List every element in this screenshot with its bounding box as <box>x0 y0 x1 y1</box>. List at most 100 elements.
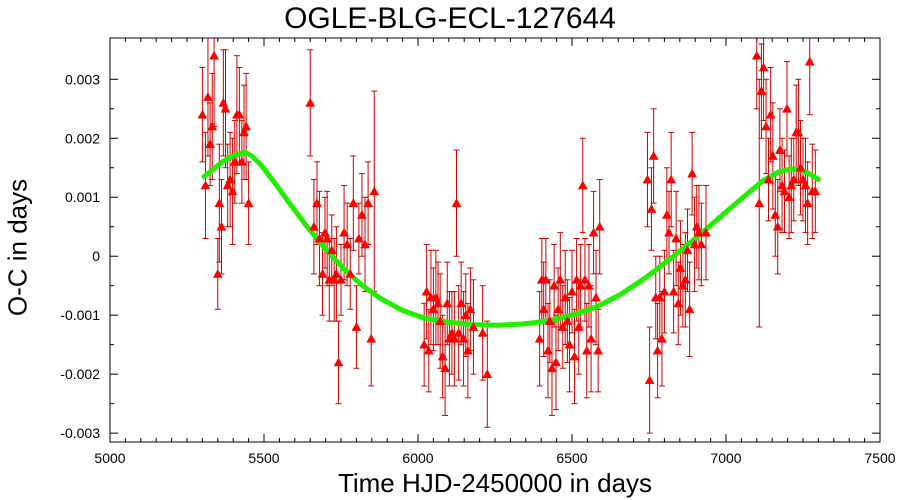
data-point <box>588 227 599 237</box>
data-point <box>644 375 655 384</box>
data-point <box>693 227 704 237</box>
data-point <box>451 198 462 207</box>
data-point <box>684 304 695 314</box>
x-tick-label: 7500 <box>864 450 895 466</box>
data-point <box>666 174 677 184</box>
data-point <box>543 345 553 355</box>
data-point <box>584 280 594 290</box>
data-point <box>772 221 783 231</box>
data-point <box>308 221 319 231</box>
data-point <box>421 286 432 296</box>
x-tick-label: 5500 <box>248 450 279 466</box>
data-point <box>751 50 762 60</box>
data-point <box>802 198 813 207</box>
data-point <box>205 139 216 149</box>
data-point <box>567 286 577 296</box>
data-point <box>765 109 776 119</box>
data-point <box>696 239 707 249</box>
data-point <box>779 186 790 196</box>
data-point <box>547 363 557 373</box>
data-point <box>331 268 342 278</box>
data-point <box>212 268 223 278</box>
data-point <box>560 292 571 302</box>
data-point <box>241 121 252 131</box>
data-point <box>591 292 601 302</box>
data-point <box>668 286 679 296</box>
data-point <box>571 274 582 284</box>
data-point <box>216 221 227 231</box>
data-point <box>648 150 659 160</box>
data-point <box>305 97 316 107</box>
data-point <box>229 156 240 166</box>
data-point <box>774 145 785 154</box>
data-point <box>353 233 364 243</box>
data-point <box>810 186 821 196</box>
data-point <box>573 321 584 331</box>
data-point <box>234 109 245 119</box>
data-point <box>557 321 568 331</box>
data-point <box>236 156 247 166</box>
data-point <box>664 227 674 237</box>
data-point <box>654 292 665 302</box>
data-point <box>675 262 686 272</box>
data-point <box>342 239 353 249</box>
data-point <box>369 186 380 196</box>
data-point <box>336 274 346 284</box>
data-point <box>767 150 778 160</box>
data-point <box>453 327 464 337</box>
data-point <box>227 186 238 196</box>
data-point <box>642 174 653 184</box>
data-point <box>586 333 597 343</box>
data-point <box>680 274 691 284</box>
data-point <box>363 198 374 207</box>
data-layer <box>197 38 821 434</box>
data-point <box>782 103 792 113</box>
data-point <box>203 91 213 101</box>
data-point <box>581 345 592 355</box>
data-point <box>580 274 590 284</box>
data-point <box>562 316 573 325</box>
data-point <box>689 239 700 249</box>
data-point <box>646 204 657 213</box>
data-point <box>360 239 370 249</box>
x-tick-label: 7000 <box>710 450 741 466</box>
data-point <box>549 280 560 290</box>
data-point <box>214 198 225 207</box>
data-point <box>437 351 448 361</box>
data-point <box>442 298 453 308</box>
data-point <box>339 227 350 237</box>
data-point <box>419 339 430 349</box>
y-tick-label: -0.002 <box>60 366 100 382</box>
data-point <box>691 221 702 231</box>
data-point <box>482 369 493 379</box>
y-tick-label: -0.003 <box>60 425 100 441</box>
data-point <box>326 245 337 255</box>
data-point <box>551 357 561 367</box>
data-point <box>677 280 688 290</box>
data-point <box>468 321 479 331</box>
data-point <box>701 227 711 237</box>
data-point <box>671 233 682 243</box>
x-tick-label: 6500 <box>556 450 587 466</box>
data-point <box>312 198 322 207</box>
data-point <box>540 274 551 284</box>
data-point <box>435 316 446 325</box>
x-axis-label: Time HJD-2450000 in days <box>337 468 653 498</box>
data-point <box>225 174 236 184</box>
y-axis-label: O-C in days <box>2 178 33 317</box>
data-point <box>673 298 684 308</box>
data-point <box>564 339 575 349</box>
data-point <box>754 198 765 207</box>
data-point <box>207 121 218 131</box>
data-point <box>458 333 469 343</box>
data-point <box>239 127 249 137</box>
data-point <box>786 180 797 190</box>
data-point <box>661 209 672 219</box>
data-point <box>329 274 340 284</box>
data-point <box>569 351 580 361</box>
data-point <box>456 298 467 308</box>
data-point <box>218 97 229 107</box>
data-point <box>784 192 795 202</box>
data-point <box>575 280 586 290</box>
